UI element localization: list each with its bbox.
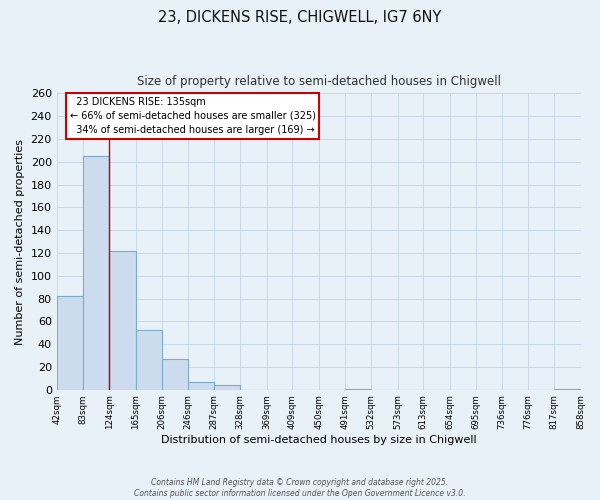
Bar [188,382,214,390]
Text: Contains HM Land Registry data © Crown copyright and database right 2025.
Contai: Contains HM Land Registry data © Crown c… [134,478,466,498]
Bar [345,388,371,390]
Bar [214,385,240,390]
Text: 23 DICKENS RISE: 135sqm
← 66% of semi-detached houses are smaller (325)
  34% of: 23 DICKENS RISE: 135sqm ← 66% of semi-de… [70,97,316,135]
Bar [56,296,83,390]
X-axis label: Distribution of semi-detached houses by size in Chigwell: Distribution of semi-detached houses by … [161,435,476,445]
Bar [554,388,581,390]
Bar [136,330,162,390]
Text: 23, DICKENS RISE, CHIGWELL, IG7 6NY: 23, DICKENS RISE, CHIGWELL, IG7 6NY [158,10,442,25]
Bar [83,156,109,390]
Y-axis label: Number of semi-detached properties: Number of semi-detached properties [15,138,25,344]
Bar [162,359,188,390]
Bar [109,250,136,390]
Title: Size of property relative to semi-detached houses in Chigwell: Size of property relative to semi-detach… [137,75,500,88]
